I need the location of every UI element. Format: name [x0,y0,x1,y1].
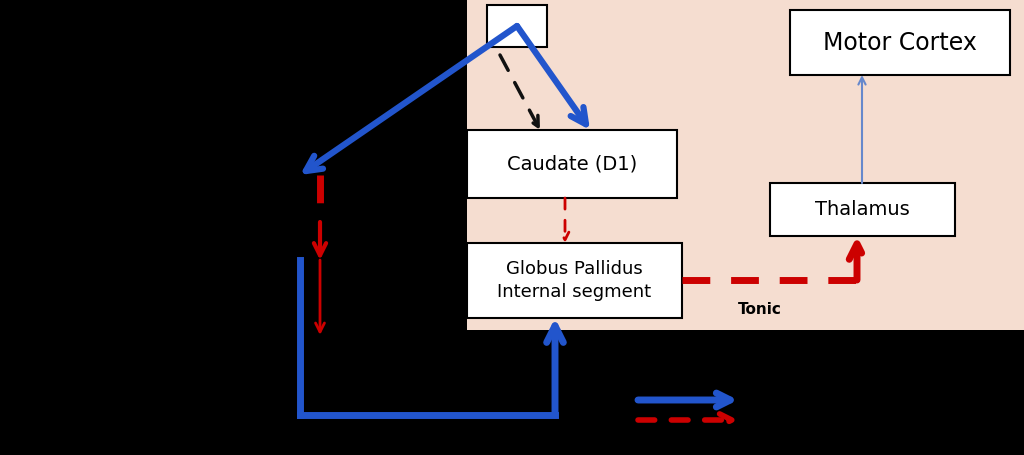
Text: Globus Pallidus
Internal segment: Globus Pallidus Internal segment [498,260,651,301]
Text: Caudate (D1): Caudate (D1) [507,155,637,173]
Text: Thalamus: Thalamus [815,200,910,219]
Text: Motor Cortex: Motor Cortex [823,30,977,55]
Bar [467,0,1024,330]
Bar [487,5,547,47]
Text: Tonic: Tonic [738,302,782,317]
Bar [467,243,682,318]
Bar [770,183,955,236]
Bar [790,10,1010,75]
Bar [467,130,677,198]
